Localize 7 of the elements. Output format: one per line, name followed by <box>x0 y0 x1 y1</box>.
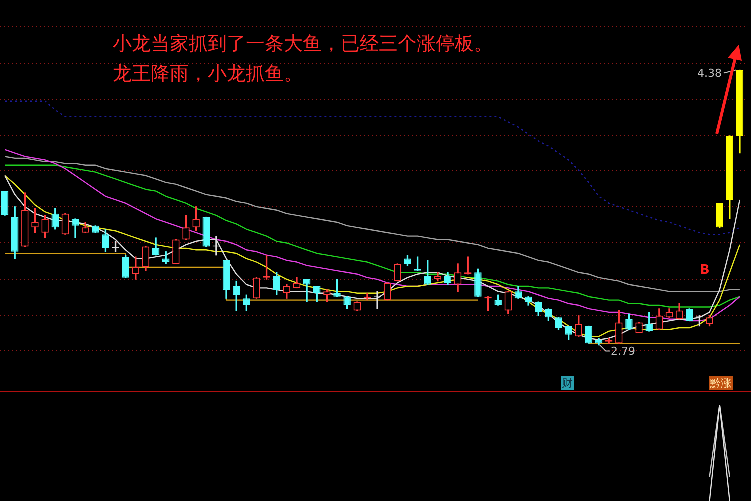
chart-title: 小龙当家抓到了一条大鱼，已经三个涨停板。 <box>113 33 493 55</box>
text: 龙王降雨，小龙抓鱼。 <box>113 63 303 85</box>
annotation: 黔涨 <box>709 377 732 390</box>
text: 2.79 <box>611 345 636 358</box>
annotation: B <box>700 263 710 278</box>
annotation: 财 <box>562 377 573 390</box>
text: 4.38 <box>697 67 722 80</box>
